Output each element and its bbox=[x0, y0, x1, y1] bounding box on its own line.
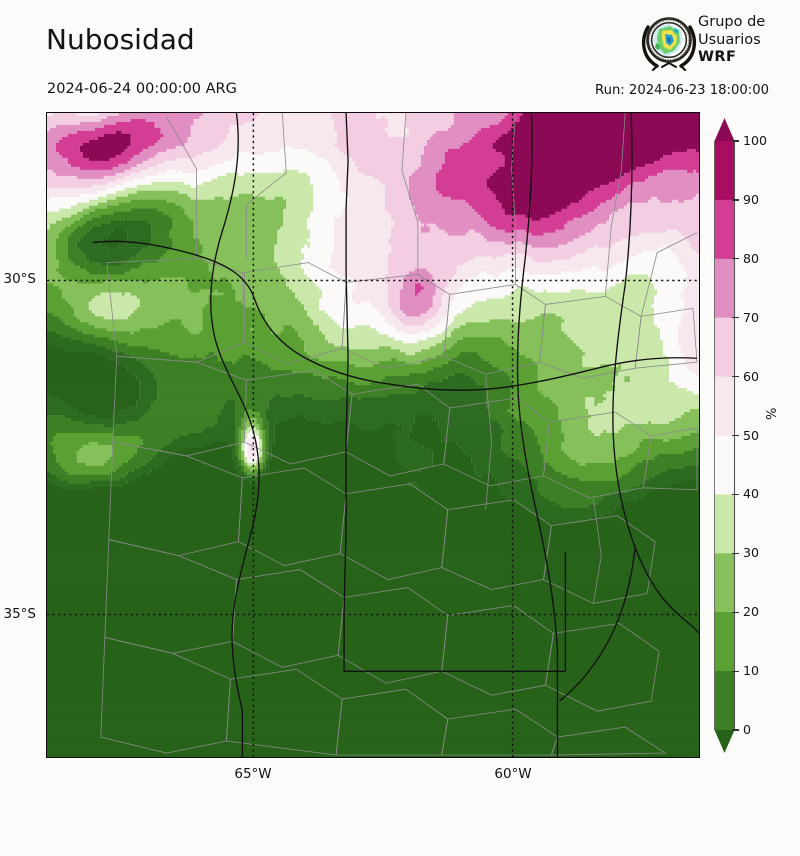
colorbar-tick-mark bbox=[732, 434, 739, 437]
colorbar bbox=[711, 116, 738, 856]
colorbar-tick-mark bbox=[732, 493, 739, 496]
forecast-map[interactable] bbox=[46, 112, 700, 758]
colorbar-tick-mark bbox=[732, 376, 739, 378]
colorbar-tick-mark bbox=[732, 317, 739, 319]
colorbar-tick-label-10: 10 bbox=[743, 663, 760, 679]
colorbar-gradient bbox=[714, 118, 736, 753]
colorbar-tick-label-20: 20 bbox=[743, 604, 760, 620]
logo-line-2: Usuarios bbox=[698, 31, 761, 48]
colorbar-tick-label-90: 90 bbox=[743, 191, 760, 207]
colorbar-tick-label-60: 60 bbox=[743, 368, 760, 384]
page-title: Nubosidad bbox=[46, 23, 195, 56]
colorbar-tick-mark bbox=[732, 140, 739, 142]
colorbar-tick-mark bbox=[732, 729, 739, 731]
colorbar-tick-mark bbox=[732, 552, 739, 554]
colorbar-unit-label: % bbox=[765, 407, 780, 420]
colorbar-tick-mark bbox=[732, 611, 739, 613]
colorbar-tick-mark bbox=[732, 670, 739, 672]
colorbar-tick-mark bbox=[732, 258, 739, 260]
colorbar-tick-label-0: 0 bbox=[743, 722, 752, 737]
logo-line-3: WRF bbox=[698, 49, 737, 65]
axis-label-lat-30s: 30°S bbox=[3, 271, 37, 287]
colorbar-tick-label-100: 100 bbox=[743, 133, 768, 148]
wrf-user-group-emblem-icon bbox=[641, 17, 697, 71]
logo-text: Grupo de Usuarios WRF bbox=[698, 14, 786, 72]
colorbar-tick-label-30: 30 bbox=[743, 545, 760, 561]
logo-line-1: Grupo de bbox=[698, 14, 766, 30]
colorbar-tick-label-80: 80 bbox=[743, 250, 760, 266]
organization-logo: Grupo de Usuarios WRF bbox=[640, 13, 785, 75]
colorbar-tick-mark bbox=[732, 199, 739, 201]
colorbar-tick-label-70: 70 bbox=[743, 309, 760, 325]
valid-time-label: 2024-06-24 00:00:00 ARG bbox=[47, 81, 237, 97]
colorbar-tick-label-40: 40 bbox=[743, 486, 760, 502]
colorbar-tick-label-50: 50 bbox=[743, 427, 760, 443]
cloud-cover-forecast-map-page: Nubosidad 2024-06-24 00:00:00 ARG Run: 2… bbox=[3, 13, 785, 782]
axis-label-lat-35s: 35°S bbox=[3, 606, 37, 622]
axis-label-lon-65w: 65°W bbox=[234, 766, 272, 782]
model-run-label: Run: 2024-06-23 18:00:00 bbox=[595, 83, 769, 98]
axis-label-lon-60w: 60°W bbox=[494, 766, 532, 782]
cloud-cover-field bbox=[47, 113, 699, 757]
